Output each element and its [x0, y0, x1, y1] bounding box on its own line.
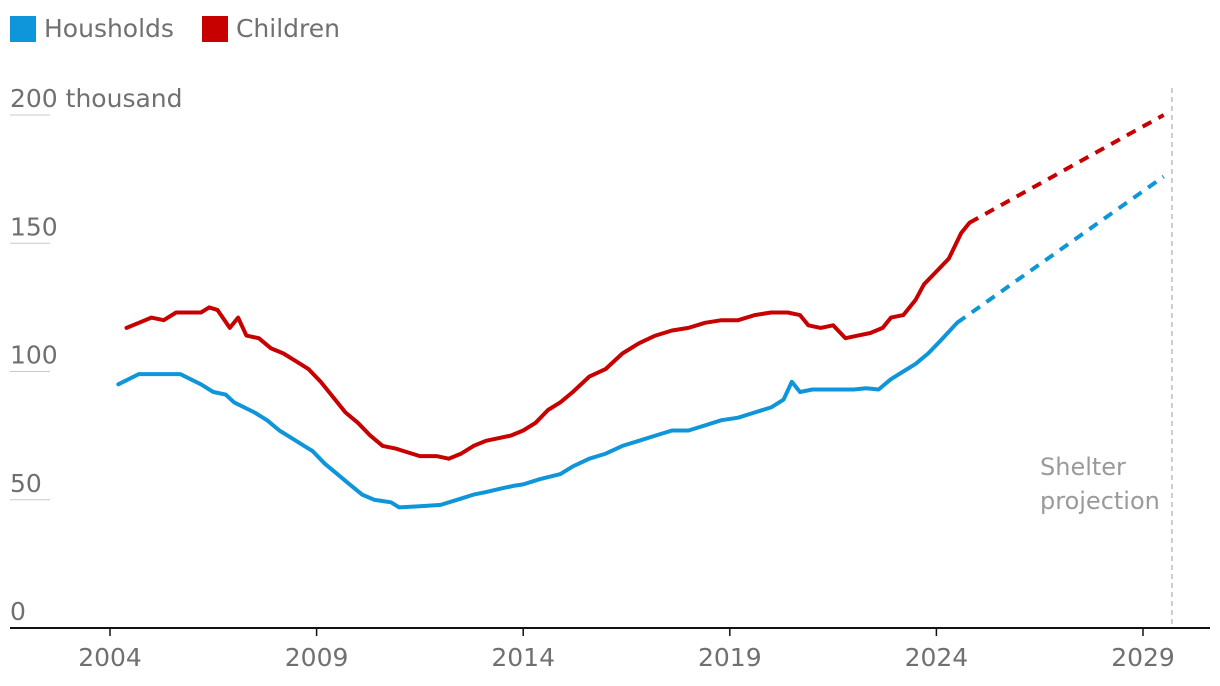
series-projection-households [955, 174, 1165, 325]
x-tick-label-1: 2009 [285, 643, 349, 672]
legend-label-children: Children [235, 14, 340, 43]
projection-annotation-line-1: projection [1040, 487, 1160, 515]
x-tick-label-4: 2024 [905, 643, 969, 672]
legend-item-households: Housholds [10, 14, 174, 43]
y-tick-label-1: 150 [10, 212, 58, 241]
x-tick-label-2: 2014 [491, 643, 555, 672]
x-tick-label-5: 2029 [1111, 643, 1175, 672]
y-tick-label-2: 100 [10, 341, 58, 370]
legend-item-children: Children [201, 14, 340, 43]
legend-swatch-households [10, 15, 36, 42]
series-line-children [124, 220, 972, 461]
y-tick-label-4: 0 [10, 597, 26, 626]
series-line-households [116, 320, 960, 510]
chart-legend: Housholds Children [10, 14, 368, 43]
y-tick-label-0: 200 thousand [10, 84, 183, 113]
projection-annotation-line-0: Shelter [1040, 453, 1126, 481]
series-projection-children [968, 113, 1165, 225]
legend-label-households: Housholds [44, 14, 174, 43]
x-tick-label-0: 2004 [78, 643, 142, 672]
legend-swatch-children [201, 15, 228, 42]
y-tick-label-3: 50 [10, 469, 42, 498]
x-tick-label-3: 2019 [698, 643, 762, 672]
